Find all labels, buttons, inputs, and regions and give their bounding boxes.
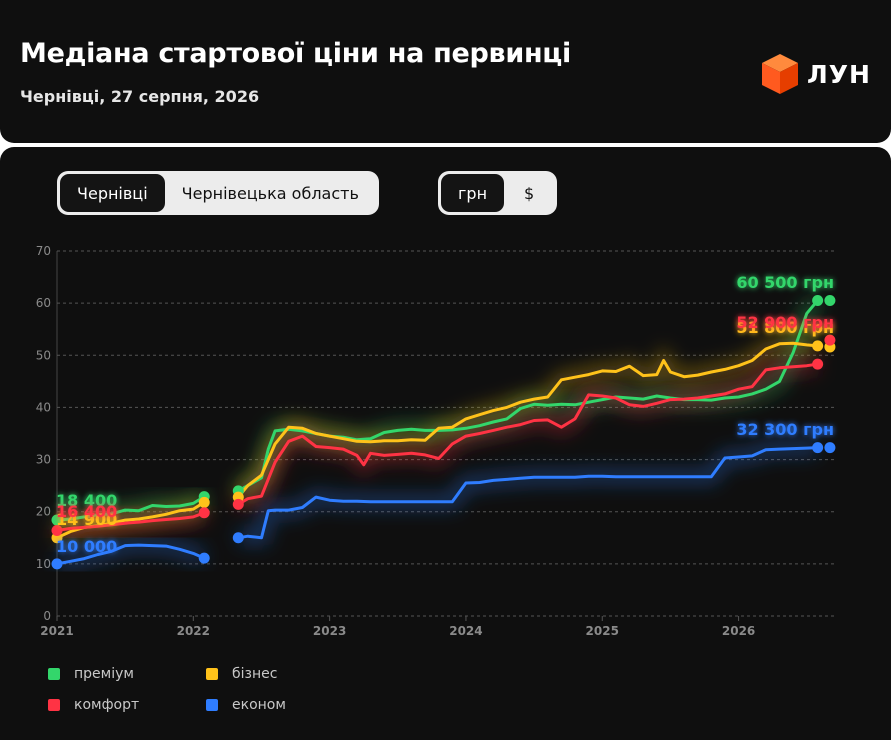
y-tick-label: 40 <box>36 400 51 414</box>
legend-item-economy[interactable]: економ <box>206 697 286 713</box>
series-point <box>824 295 836 307</box>
series-point <box>51 558 63 570</box>
legend-item-premium[interactable]: преміум <box>48 666 134 682</box>
y-tick-label: 50 <box>36 348 51 362</box>
end-value-label: 51 800 грн <box>736 318 834 337</box>
series-point <box>812 442 824 454</box>
legend-label-business: бізнес <box>232 666 278 682</box>
y-tick-label: 0 <box>43 609 51 623</box>
end-value-glow: 60 500 грн <box>736 273 834 292</box>
legend-swatch-business <box>206 668 218 680</box>
y-tick-label: 60 <box>36 296 51 310</box>
start-value-label: 18 400 <box>56 491 117 510</box>
start-value-glow: 18 400 <box>56 491 117 510</box>
series-point <box>812 358 824 370</box>
series-point <box>812 340 824 352</box>
legend-swatch-premium <box>48 668 60 680</box>
page-subtitle: Чернівці, 27 серпня, 2026 <box>20 87 260 106</box>
series-point <box>824 334 836 346</box>
start-value-label: 10 000 <box>56 537 117 556</box>
end-value-label: 52 900 грн <box>736 313 834 332</box>
header-card: Медіана стартової ціни на первинці Черні… <box>0 0 891 143</box>
x-axis: 2021 2022 2023 2024 2025 2026 <box>40 616 755 638</box>
series-line <box>55 495 206 522</box>
legend-item-comfort[interactable]: комфорт <box>48 697 139 713</box>
series-glow-path <box>237 440 818 546</box>
y-tick-label: 20 <box>36 505 51 519</box>
y-tick-label: 30 <box>36 453 51 467</box>
series-point <box>198 552 210 564</box>
currency-switch: грн $ <box>438 171 558 215</box>
x-tick-label: 2021 <box>40 624 73 638</box>
series-point <box>824 442 836 454</box>
logo-text: ЛУН <box>807 60 871 89</box>
start-value-label: 16 400 <box>56 502 117 521</box>
series-line <box>236 362 820 506</box>
lun-logo-icon <box>762 54 798 94</box>
region-switch: Чернівці Чернівецька область <box>57 171 379 215</box>
series-point <box>51 524 63 536</box>
grid-lines <box>56 250 834 617</box>
y-axis: 0 10 20 30 40 50 60 70 <box>36 244 51 623</box>
series-point <box>198 496 210 508</box>
x-tick-label: 2024 <box>449 624 482 638</box>
legend-item-business[interactable]: бізнес <box>206 666 277 682</box>
y-tick-label: 10 <box>36 557 51 571</box>
series-line <box>55 543 206 566</box>
legend-label-premium: преміум <box>74 666 134 682</box>
series-point <box>51 514 63 526</box>
series-point <box>198 507 210 519</box>
series-line <box>236 341 820 499</box>
legend-label-comfort: комфорт <box>74 697 140 713</box>
page-title: Медіана стартової ціни на первинці <box>20 38 571 69</box>
x-tick-label: 2026 <box>722 624 755 638</box>
y-tick-label: 70 <box>36 244 51 258</box>
end-value-label: 60 500 грн <box>736 273 834 292</box>
legend-label-economy: економ <box>232 697 286 713</box>
start-value-label: 14 900 <box>56 510 117 529</box>
end-value-glow: 32 300 грн <box>736 420 834 439</box>
series-point <box>232 498 244 510</box>
x-tick-label: 2022 <box>177 624 210 638</box>
series-line <box>236 446 820 540</box>
tab-currency-usd[interactable]: $ <box>524 183 535 203</box>
series-end-dots <box>51 295 836 570</box>
tab-chernivtsi[interactable]: Чернівці <box>60 174 165 212</box>
start-value-glow: 10 000 <box>56 537 117 556</box>
end-value-glow: 51 800 грн <box>736 318 834 337</box>
series-point <box>812 295 824 307</box>
end-value-label: 32 300 грн <box>736 420 834 439</box>
legend-swatch-comfort <box>48 699 60 711</box>
series-line <box>55 511 206 532</box>
series-glow <box>54 296 823 571</box>
end-value-glow: 52 900 грн <box>736 313 834 332</box>
legend-swatch-economy <box>206 699 218 711</box>
tab-chernivtsi-oblast[interactable]: Чернівецька область <box>181 183 359 203</box>
start-value-glow: 14 900 <box>56 510 117 529</box>
tab-currency-uah[interactable]: грн <box>441 174 505 212</box>
x-tick-label: 2023 <box>313 624 346 638</box>
series-lines <box>55 299 820 566</box>
x-tick-label: 2025 <box>586 624 619 638</box>
series-point <box>232 532 244 544</box>
start-value-glow: 16 400 <box>56 502 117 521</box>
